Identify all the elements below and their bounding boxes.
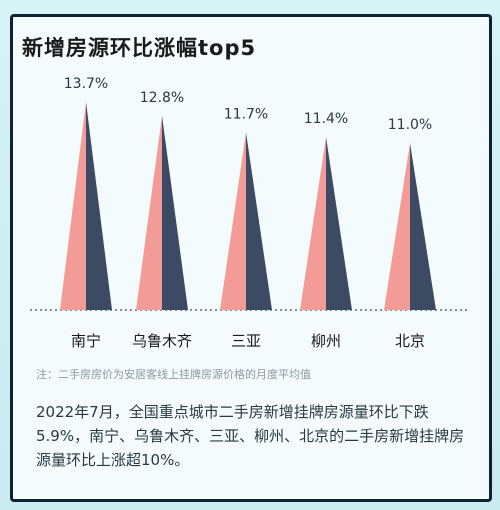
chart-note: 注：二手房房价为安居客线上挂牌房源价格的月度平均值 xyxy=(36,368,311,381)
bar-1: 13.7% 南宁 xyxy=(60,76,112,350)
data-label: 11.0% xyxy=(388,117,432,133)
data-label: 11.7% xyxy=(224,106,268,122)
data-label: 13.7% xyxy=(64,76,108,92)
category-label: 柳州 xyxy=(311,332,341,350)
category-label: 北京 xyxy=(395,332,425,350)
bar-face-dark xyxy=(246,132,272,310)
bar-2: 12.8% 乌鲁木齐 xyxy=(132,90,192,350)
data-label: 12.8% xyxy=(140,90,184,106)
bar-face-dark xyxy=(86,102,112,310)
chart-description: 2022年7月，全国重点城市二手房新增挂牌房源量环比下跌5.9%，南宁、乌鲁木齐… xyxy=(36,403,465,469)
bar-face-light xyxy=(220,132,246,310)
bar-face-light xyxy=(60,102,86,310)
bar-face-dark xyxy=(326,137,352,310)
category-label: 三亚 xyxy=(231,332,261,350)
bar-3: 11.7% 三亚 xyxy=(220,106,272,350)
bar-face-light xyxy=(136,115,162,310)
bar-4: 11.4% 柳州 xyxy=(300,111,352,350)
bar-chart: 13.7% 南宁 12.8% 乌鲁木齐 11.7% 三亚 11.4% 柳州 11.0% 北京 xyxy=(30,76,470,350)
bar-face-light xyxy=(384,143,410,310)
bar-face-dark xyxy=(410,143,436,310)
bar-face-light xyxy=(300,137,326,310)
bar-face-dark xyxy=(162,115,188,310)
page-title: 新增房源环比涨幅top5 xyxy=(22,36,257,60)
category-label: 乌鲁木齐 xyxy=(132,332,192,350)
bar-5: 11.0% 北京 xyxy=(384,117,436,350)
data-label: 11.4% xyxy=(304,111,348,127)
category-label: 南宁 xyxy=(71,332,101,350)
